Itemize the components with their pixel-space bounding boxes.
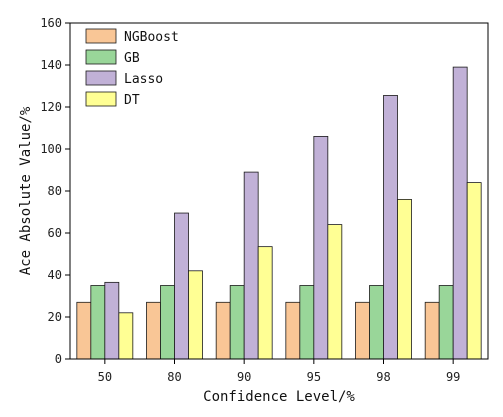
bar-lasso-99 [452, 66, 468, 360]
legend-swatch-dt [85, 91, 117, 107]
bar-lasso-90 [243, 171, 259, 360]
bar-ngboost-98 [355, 301, 370, 360]
y-tick-label: 100 [40, 142, 62, 156]
bar-gb-99 [438, 285, 454, 360]
bar-dt-99 [466, 182, 482, 360]
bar-lasso-98 [383, 95, 398, 360]
bar-ngboost-99 [424, 301, 440, 360]
legend-swatch-gb [85, 49, 117, 65]
x-axis-title: Confidence Level/% [203, 389, 355, 405]
bar-gb-50 [90, 285, 106, 360]
bar-dt-95 [327, 224, 343, 360]
bar-gb-95 [299, 285, 315, 360]
x-tick-label: 95 [307, 370, 321, 384]
legend-swatch-ngboost [85, 28, 117, 44]
bar-ngboost-95 [285, 301, 301, 360]
y-tick-label: 120 [40, 100, 62, 114]
bars-group [76, 66, 482, 360]
y-axis-title: Ace Absolute Value/% [18, 106, 34, 275]
y-tick-label: 160 [40, 16, 62, 30]
bar-gb-90 [229, 285, 245, 360]
bar-lasso-80 [174, 212, 189, 360]
y-tick-label: 0 [55, 352, 62, 366]
legend-label-ngboost: NGBoost [124, 30, 179, 45]
axes-group: 0 20 40 60 80 100 120 140 160 50 80 90 95 98 99 [40, 16, 489, 384]
bar-ngboost-90 [215, 301, 231, 360]
bar-ngboost-80 [146, 301, 161, 360]
bar-dt-90 [257, 246, 273, 360]
bar-gb-98 [369, 285, 384, 360]
bar-ngboost-50 [76, 301, 92, 360]
x-tick-label: 99 [446, 370, 460, 384]
bar-lasso-95 [313, 135, 329, 360]
bar-dt-80 [188, 270, 203, 360]
legend-label-gb: GB [124, 51, 140, 66]
y-tick-label: 40 [48, 268, 62, 282]
legend-swatch-lasso [85, 70, 117, 86]
y-tick-label: 140 [40, 58, 62, 72]
y-tick-label: 80 [48, 184, 62, 198]
bar-dt-98 [397, 198, 412, 360]
x-tick-label: 90 [237, 370, 251, 384]
legend: NGBoost GB Lasso DT [85, 28, 179, 108]
legend-label-dt: DT [124, 93, 140, 108]
y-tick-label: 20 [48, 310, 62, 324]
x-tick-label: 80 [167, 370, 181, 384]
x-tick-label: 98 [376, 370, 390, 384]
y-tick-label: 60 [48, 226, 62, 240]
x-tick-label: 50 [98, 370, 112, 384]
legend-label-lasso: Lasso [124, 72, 163, 87]
bar-gb-80 [160, 285, 175, 360]
bar-dt-50 [118, 312, 134, 360]
bar-lasso-50 [104, 281, 120, 360]
